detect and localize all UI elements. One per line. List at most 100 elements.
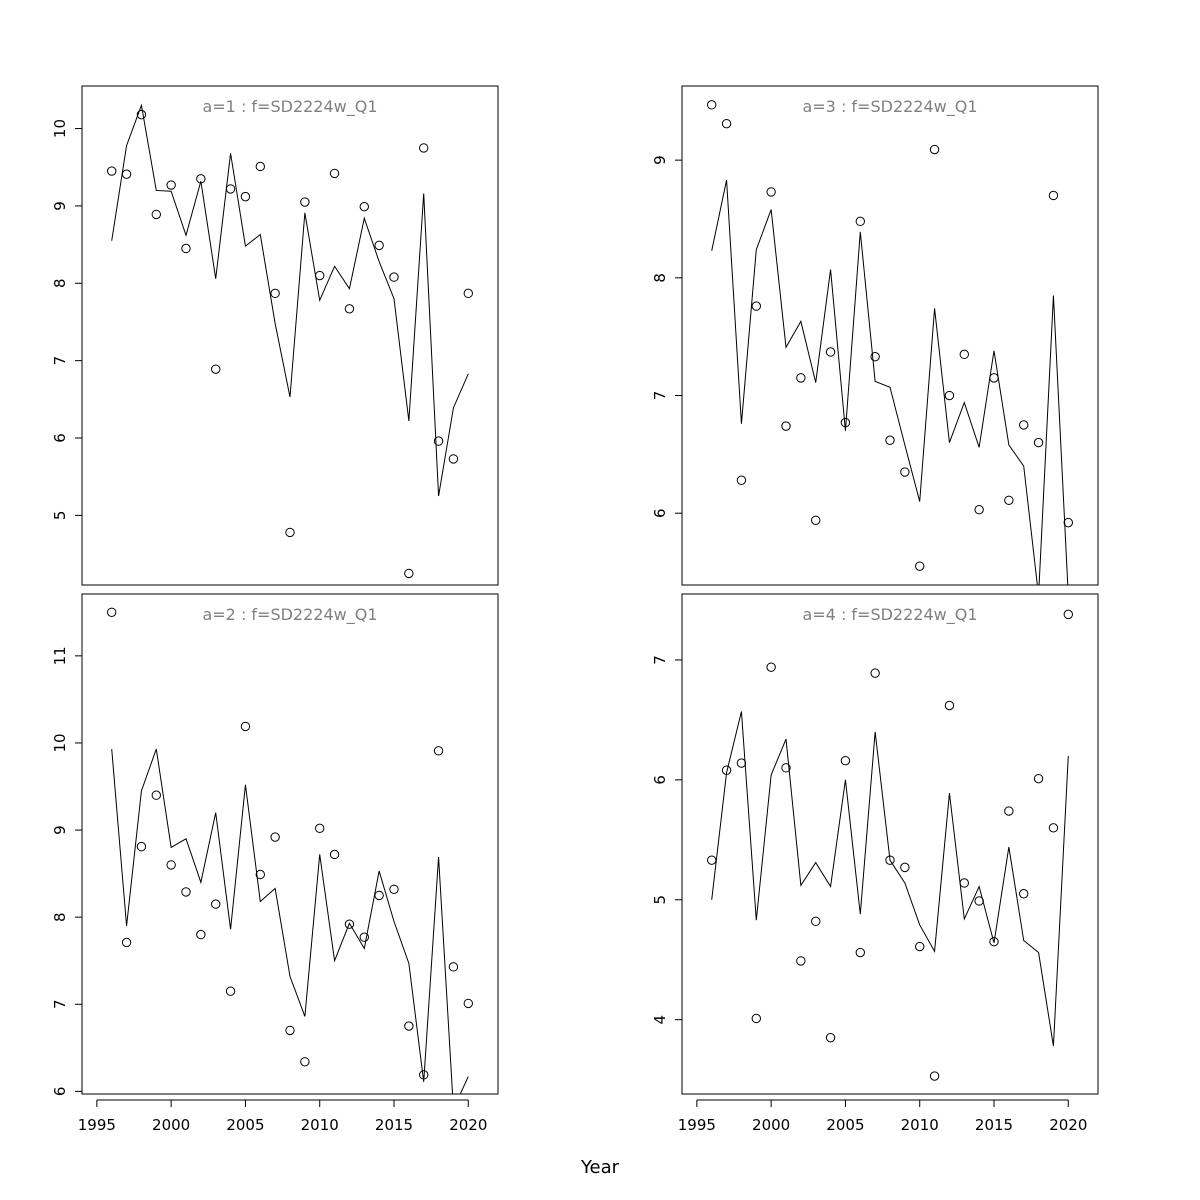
panel-title: a=1 : f=SD2224w_Q1 bbox=[202, 97, 377, 117]
y-tick-label: 10 bbox=[51, 119, 69, 138]
observed-point bbox=[181, 243, 191, 254]
observed-point bbox=[166, 180, 176, 190]
panel-frame bbox=[81, 593, 499, 1095]
panel-frame bbox=[81, 85, 499, 586]
observed-point bbox=[136, 109, 147, 120]
observed-point bbox=[915, 561, 925, 571]
observed-point bbox=[900, 862, 910, 873]
observed-point bbox=[736, 758, 747, 768]
observed-point bbox=[840, 755, 851, 766]
observed-point bbox=[463, 998, 473, 1009]
observed-point bbox=[433, 436, 444, 446]
observed-point bbox=[404, 1021, 414, 1031]
figure-xlabel: Year bbox=[580, 1157, 620, 1178]
observed-point bbox=[344, 919, 355, 929]
y-tick-label: 9 bbox=[51, 201, 69, 211]
y-tick-label: 7 bbox=[651, 655, 669, 665]
observed-point bbox=[825, 347, 836, 357]
observed-point bbox=[211, 899, 221, 909]
fitted-line bbox=[711, 711, 1069, 1047]
observed-point bbox=[855, 947, 865, 958]
panel-3: a=2 : f=SD2224w_Q1 6 7 8 9 10 11 1995 2000 2005 20… bbox=[51, 593, 499, 1134]
observed-point bbox=[211, 364, 221, 374]
panel-data bbox=[707, 100, 1073, 585]
x-tick-label: 2020 bbox=[449, 1116, 487, 1134]
observed-point bbox=[151, 790, 161, 800]
panel-frame bbox=[681, 85, 1099, 586]
y-tick-label: 9 bbox=[651, 155, 669, 165]
observed-point bbox=[781, 421, 791, 431]
observed-point bbox=[796, 373, 806, 383]
observed-point bbox=[300, 197, 310, 207]
observed-point bbox=[136, 841, 147, 852]
y-tick-label: 11 bbox=[51, 646, 69, 665]
y-tick-label: 5 bbox=[51, 511, 69, 521]
observed-point bbox=[721, 118, 732, 129]
observed-point bbox=[151, 209, 161, 220]
observed-point bbox=[944, 700, 955, 711]
y-tick-label: 4 bbox=[651, 1015, 669, 1025]
panel-data bbox=[107, 103, 473, 579]
panels-group: a=1 : f=SD2224w_Q1 5 6 7 8 9 10 a=3 : f=SD2224w… bbox=[51, 85, 1099, 1134]
observed-point bbox=[107, 607, 117, 617]
observed-point bbox=[389, 884, 399, 894]
observed-point bbox=[329, 849, 340, 860]
observed-point bbox=[796, 956, 806, 966]
observed-point bbox=[255, 869, 265, 880]
observed-point bbox=[989, 937, 999, 947]
x-tick-label: 2005 bbox=[226, 1116, 264, 1134]
observed-point bbox=[1004, 495, 1014, 505]
x-tick-label: 2020 bbox=[1049, 1116, 1087, 1134]
observed-point bbox=[285, 1025, 295, 1036]
observed-point bbox=[736, 475, 747, 485]
observed-point bbox=[300, 1057, 310, 1067]
observed-point bbox=[870, 668, 880, 678]
observed-point bbox=[974, 504, 984, 515]
observed-point bbox=[766, 187, 776, 197]
observed-point bbox=[329, 168, 340, 179]
x-tick-label: 2010 bbox=[301, 1116, 339, 1134]
y-tick-label: 8 bbox=[51, 912, 69, 922]
panel-title: a=3 : f=SD2224w_Q1 bbox=[802, 97, 977, 117]
y-tick-label: 8 bbox=[51, 279, 69, 289]
y-tick-label: 8 bbox=[651, 273, 669, 283]
observed-point bbox=[107, 166, 117, 176]
x-tick-label: 1995 bbox=[678, 1116, 716, 1134]
observed-point bbox=[1019, 889, 1029, 899]
observed-point bbox=[855, 216, 865, 227]
observed-point bbox=[1033, 773, 1044, 784]
panel-frame bbox=[681, 593, 1099, 1095]
observed-point bbox=[1063, 517, 1073, 528]
observed-point bbox=[870, 351, 880, 362]
observed-point bbox=[811, 916, 821, 927]
observed-point bbox=[166, 860, 176, 870]
observed-point bbox=[1048, 190, 1059, 201]
x-tick-label: 2000 bbox=[752, 1116, 790, 1134]
observed-point bbox=[811, 515, 821, 525]
x-tick-label: 1995 bbox=[78, 1116, 116, 1134]
observed-point bbox=[448, 454, 459, 464]
observed-point bbox=[915, 941, 925, 952]
x-tick-label: 2010 bbox=[901, 1116, 939, 1134]
observed-point bbox=[270, 832, 280, 842]
panel-data bbox=[707, 609, 1073, 1081]
y-tick-label: 7 bbox=[51, 1000, 69, 1010]
observed-point bbox=[1048, 823, 1059, 833]
x-tick-label: 2000 bbox=[152, 1116, 190, 1134]
observed-point bbox=[121, 937, 132, 948]
observed-point bbox=[433, 746, 444, 756]
observed-point bbox=[315, 823, 325, 834]
y-tick-label: 6 bbox=[51, 433, 69, 443]
fitted-line bbox=[111, 103, 469, 497]
y-tick-label: 5 bbox=[651, 895, 669, 905]
observed-point bbox=[1063, 609, 1073, 620]
x-tick-label: 2015 bbox=[375, 1116, 413, 1134]
x-tick-label: 2005 bbox=[826, 1116, 864, 1134]
observed-point bbox=[270, 288, 280, 299]
observed-point bbox=[448, 962, 459, 972]
observed-point bbox=[1019, 420, 1029, 430]
observed-point bbox=[825, 1032, 836, 1043]
observed-point bbox=[751, 1013, 761, 1024]
observed-point bbox=[225, 986, 236, 996]
